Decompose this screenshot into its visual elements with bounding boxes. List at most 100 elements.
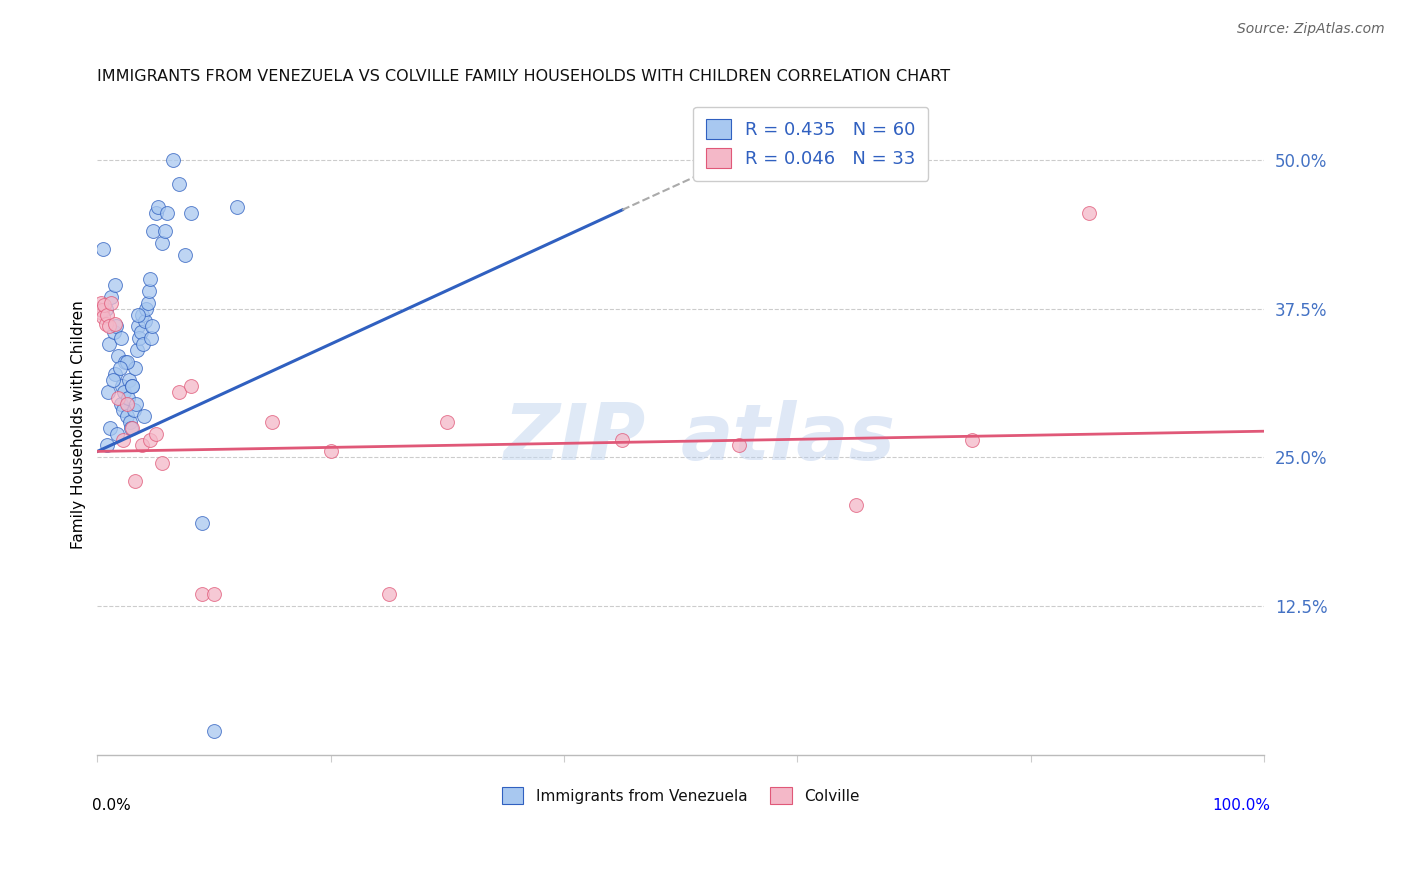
Point bbox=[118, 415, 141, 429]
Point bbox=[131, 308, 153, 322]
Point bbox=[93, 298, 115, 312]
Point bbox=[129, 326, 152, 340]
Point bbox=[145, 206, 167, 220]
Point bbox=[131, 438, 153, 452]
Point bbox=[139, 331, 162, 345]
Point bbox=[111, 402, 134, 417]
Point bbox=[845, 498, 868, 512]
Point bbox=[96, 438, 118, 452]
Point bbox=[1078, 206, 1101, 220]
Point bbox=[191, 516, 214, 530]
Point bbox=[125, 397, 148, 411]
Point bbox=[153, 224, 176, 238]
Point bbox=[146, 201, 169, 215]
Point bbox=[100, 290, 122, 304]
Point bbox=[120, 420, 142, 434]
Point bbox=[91, 302, 114, 317]
Legend: Immigrants from Venezuela, Colville: Immigrants from Venezuela, Colville bbox=[496, 781, 866, 810]
Text: 100.0%: 100.0% bbox=[1212, 797, 1270, 813]
Text: IMMIGRANTS FROM VENEZUELA VS COLVILLE FAMILY HOUSEHOLDS WITH CHILDREN CORRELATIO: IMMIGRANTS FROM VENEZUELA VS COLVILLE FA… bbox=[97, 69, 950, 84]
Point bbox=[139, 272, 162, 286]
Point bbox=[162, 153, 184, 167]
Point bbox=[202, 587, 225, 601]
Point bbox=[90, 295, 112, 310]
Point bbox=[87, 301, 110, 316]
Text: 0.0%: 0.0% bbox=[91, 797, 131, 813]
Point bbox=[127, 308, 149, 322]
Point bbox=[107, 349, 129, 363]
Point bbox=[167, 177, 190, 191]
Point bbox=[127, 319, 149, 334]
Point bbox=[105, 319, 128, 334]
Point bbox=[104, 277, 127, 292]
Point bbox=[134, 313, 156, 327]
Point bbox=[115, 397, 138, 411]
Point bbox=[112, 384, 135, 399]
Point bbox=[378, 587, 401, 601]
Point bbox=[121, 379, 143, 393]
Point bbox=[111, 379, 134, 393]
Point bbox=[103, 326, 125, 340]
Point bbox=[101, 373, 124, 387]
Point bbox=[132, 337, 155, 351]
Point bbox=[105, 426, 128, 441]
Point bbox=[150, 236, 173, 251]
Point bbox=[117, 391, 139, 405]
Point bbox=[111, 433, 134, 447]
Point bbox=[124, 361, 146, 376]
Point bbox=[436, 415, 458, 429]
Text: atlas: atlas bbox=[681, 400, 896, 475]
Point bbox=[114, 355, 136, 369]
Point bbox=[145, 426, 167, 441]
Point bbox=[115, 409, 138, 423]
Point bbox=[167, 384, 190, 399]
Point bbox=[107, 391, 129, 405]
Point bbox=[124, 474, 146, 488]
Point bbox=[98, 420, 121, 434]
Point bbox=[89, 305, 111, 319]
Point bbox=[262, 415, 284, 429]
Point bbox=[98, 337, 121, 351]
Point bbox=[118, 373, 141, 387]
Point bbox=[94, 301, 117, 316]
Point bbox=[96, 308, 118, 322]
Point bbox=[94, 317, 117, 331]
Point bbox=[612, 433, 634, 447]
Point bbox=[728, 438, 751, 452]
Point bbox=[110, 331, 132, 345]
Point bbox=[128, 331, 150, 345]
Point bbox=[121, 420, 143, 434]
Y-axis label: Family Households with Children: Family Households with Children bbox=[72, 301, 86, 549]
Text: Source: ZipAtlas.com: Source: ZipAtlas.com bbox=[1237, 22, 1385, 37]
Point bbox=[319, 444, 342, 458]
Point bbox=[115, 355, 138, 369]
Point bbox=[156, 206, 179, 220]
Point bbox=[97, 384, 120, 399]
Point bbox=[191, 587, 214, 601]
Point bbox=[962, 433, 984, 447]
Point bbox=[132, 409, 155, 423]
Point bbox=[136, 295, 159, 310]
Point bbox=[139, 433, 162, 447]
Point bbox=[180, 206, 202, 220]
Point bbox=[202, 724, 225, 739]
Point bbox=[180, 379, 202, 393]
Point bbox=[226, 201, 249, 215]
Point bbox=[91, 310, 114, 324]
Point bbox=[91, 242, 114, 256]
Point bbox=[110, 397, 132, 411]
Text: ZIP: ZIP bbox=[503, 400, 645, 475]
Point bbox=[138, 284, 160, 298]
Point bbox=[135, 301, 157, 316]
Point bbox=[104, 367, 127, 381]
Point bbox=[122, 402, 145, 417]
Point bbox=[100, 295, 122, 310]
Point bbox=[173, 248, 195, 262]
Point bbox=[104, 317, 127, 331]
Point bbox=[121, 379, 143, 393]
Point bbox=[150, 456, 173, 470]
Point bbox=[125, 343, 148, 358]
Point bbox=[108, 361, 131, 376]
Point bbox=[142, 224, 165, 238]
Point bbox=[141, 319, 163, 334]
